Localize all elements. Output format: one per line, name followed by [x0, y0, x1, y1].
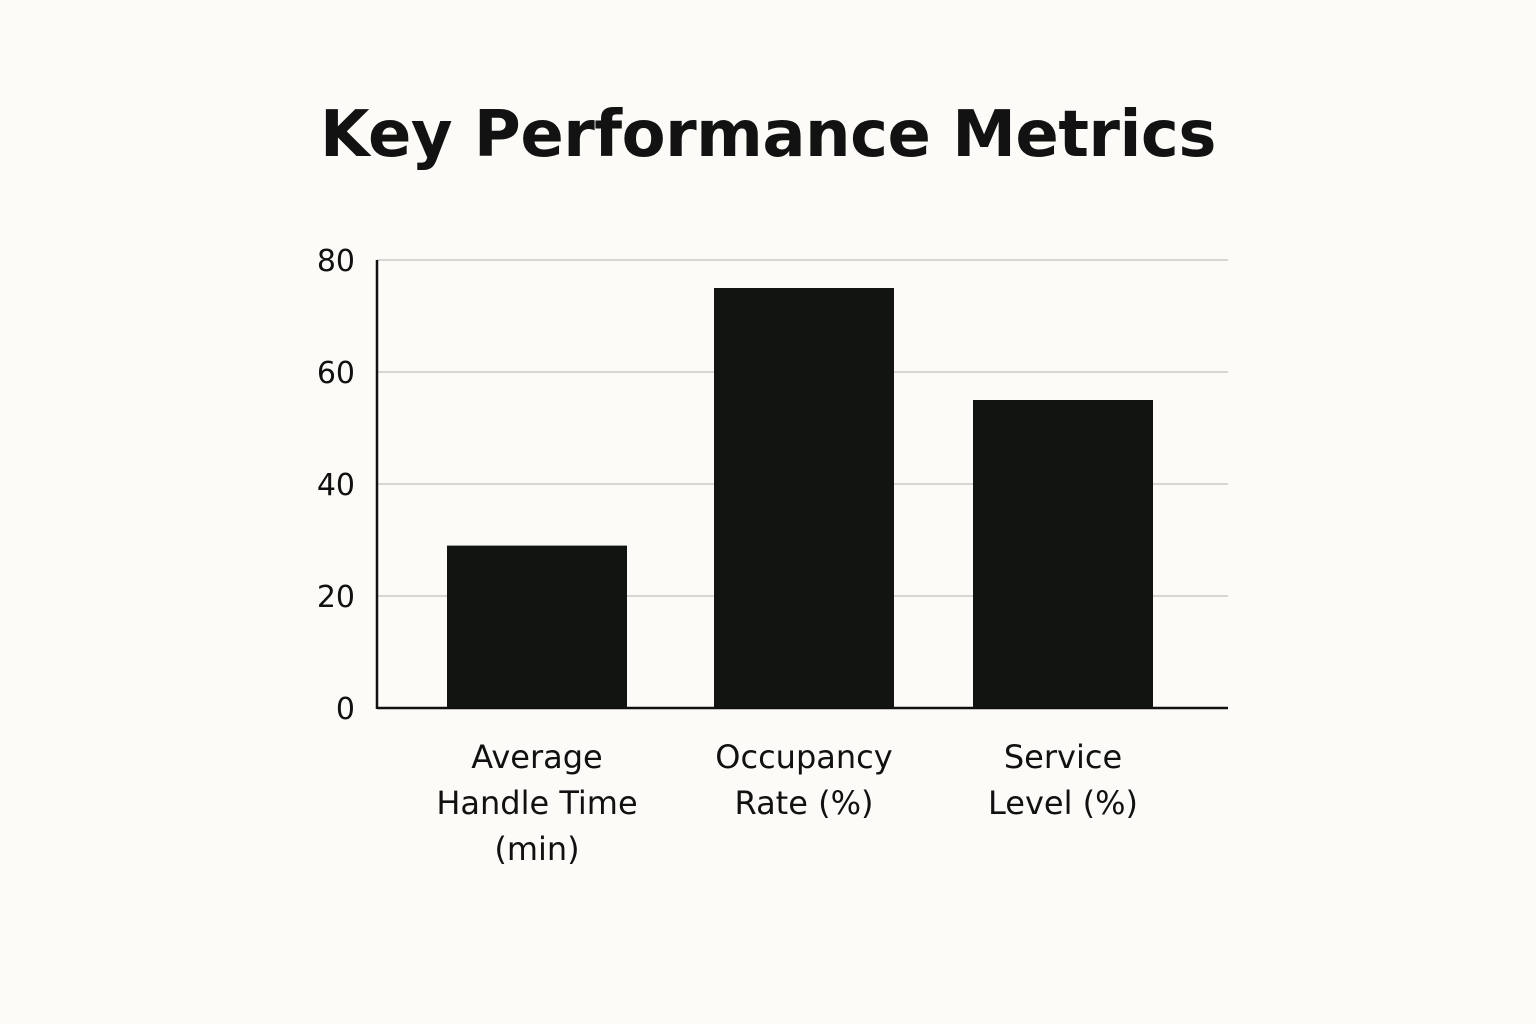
x-category-label-3: Service Level (%): [988, 738, 1138, 822]
chart-title: Key Performance Metrics: [320, 98, 1216, 172]
x-category-label-line: Average: [471, 738, 602, 776]
bars: [447, 288, 1153, 708]
bar-1: [447, 545, 627, 708]
x-category-label-line: Occupancy: [715, 738, 892, 776]
bar-2: [714, 288, 894, 708]
x-category-label-line: Rate (%): [735, 784, 874, 822]
x-category-label-2: Occupancy Rate (%): [715, 738, 892, 822]
x-category-label-line: (min): [494, 830, 579, 868]
y-tick-label-60: 60: [317, 356, 355, 391]
axes: [375, 260, 1228, 710]
y-tick-label-40: 40: [317, 468, 355, 503]
y-tick-labels: 0 20 40 60 80: [317, 244, 355, 727]
y-tick-label-0: 0: [336, 692, 355, 727]
x-category-label-line: Service: [1004, 738, 1122, 776]
bar-3: [973, 400, 1153, 708]
x-category-label-1: Average Handle Time (min): [436, 738, 637, 868]
y-tick-label-80: 80: [317, 244, 355, 279]
x-category-label-line: Handle Time: [436, 784, 637, 822]
x-category-labels: Average Handle Time (min) Occupancy Rate (%)…: [436, 738, 1138, 868]
y-tick-label-20: 20: [317, 580, 355, 615]
x-category-label-line: Level (%): [988, 784, 1138, 822]
